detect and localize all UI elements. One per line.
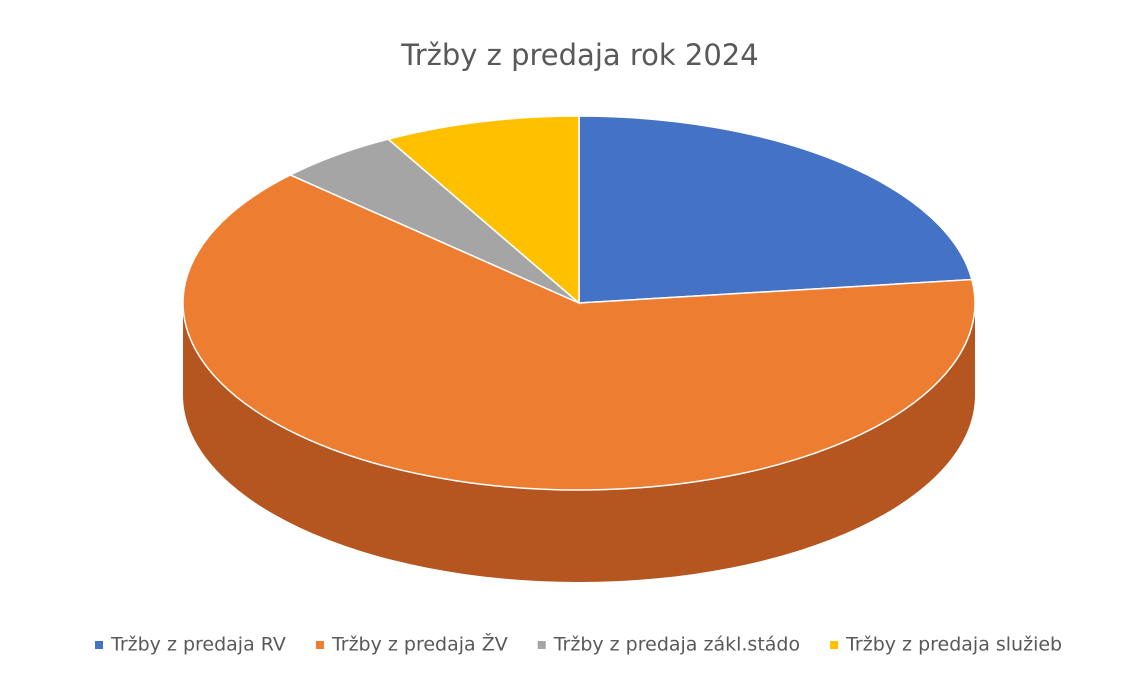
pie-slice [386,115,580,305]
pie-slice [578,115,973,304]
legend-swatch [537,641,546,649]
legend-swatch [830,641,839,649]
legend-label: Tržby z predaja RV [110,634,286,656]
chart-title: Tržby z predaja rok 2024 [400,38,758,72]
legend-label: Tržby z predaja služieb [845,634,1062,656]
legend-label: Tržby z predaja zákl.stádo [553,634,800,656]
legend-swatch [315,641,324,649]
pie-slice [182,174,976,491]
legend-label: Tržby z predaja ŽV [331,633,508,656]
legend-swatch [95,641,103,649]
pie-side [183,303,975,582]
